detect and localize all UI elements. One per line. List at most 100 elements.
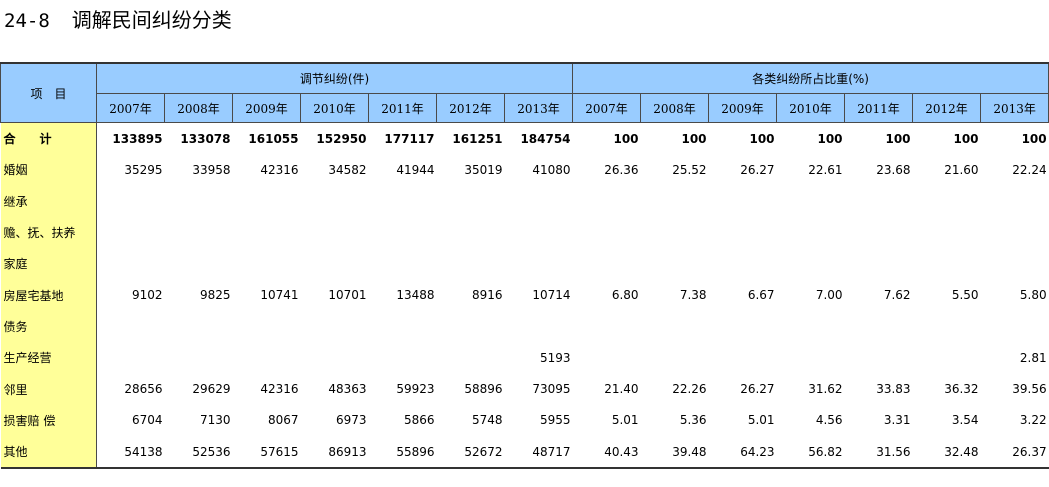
ratio-cell: 7.38 [679,288,707,303]
count-cell [97,248,165,279]
count-cell: 177117 [384,131,435,146]
count-cell: 9825 [199,288,231,303]
ratio-cell: 21.60 [944,162,979,177]
ratio-cell: 26.37 [980,435,1049,470]
count-cell: 5748 [471,413,503,428]
count-cell [369,311,437,342]
ratio-cell: 56.82 [776,435,845,470]
ratio-cell [641,248,709,279]
row-label: 合 计 [0,122,97,155]
ratio-cell: 100 [817,131,843,146]
table-row: 合 计 133895 133078 161055 152950 177117 161251 1… [0,122,1049,155]
count-cell [233,311,301,342]
ratio-cell: 3.22 [1019,413,1047,428]
count-cell: 35019 [464,162,503,177]
count-cell [301,248,369,279]
ratio-cell: 32.48 [912,435,981,470]
count-cell: 10701 [328,288,367,303]
count-cell: 58896 [464,382,503,397]
count-cell: 13488 [396,288,435,303]
dispute-table: 项 目 调节纠纷(件) 各类纠纷所占比重(%) 2007年 2008年 2009年 2… [0,62,1049,470]
item-header: 项 目 [0,62,97,123]
count-cell: 10714 [532,288,571,303]
ratio-cell [913,217,981,248]
ratio-cell: 5.50 [951,288,979,303]
ratio-cell [913,186,981,217]
count-cell [301,217,369,248]
count-cell [437,248,505,279]
ratio-cell: 6.67 [747,288,775,303]
ratio-cell [845,248,913,279]
ratio-cell: 5.80 [1019,288,1047,303]
ratio-cell [641,186,709,217]
table-row: 家庭 [0,248,1049,280]
table-row: 婚姻 35295 33958 42316 34582 41944 35019 41080 26.… [0,154,1049,186]
ratio-cell: 33.83 [876,382,911,397]
year-header-count: 2009年 [232,93,301,123]
ratio-cell [641,342,709,373]
ratio-cell: 31.56 [844,435,913,470]
table-row: 生产经营 5193 2.81 [0,342,1049,374]
ratio-cell: 26.27 [740,382,775,397]
count-cell: 29629 [192,382,231,397]
ratio-cell: 31.62 [808,382,843,397]
ratio-cell [913,342,981,373]
count-cell: 9102 [131,288,163,303]
count-cell [233,186,301,217]
group-header-ratio: 各类纠纷所占比重(%) [572,62,1049,94]
table-row: 赡、抚、扶养 [0,216,1049,249]
ratio-cell [709,311,777,342]
ratio-cell [709,217,777,248]
ratio-cell: 26.27 [740,162,775,177]
ratio-cell: 100 [681,131,707,146]
table-number: 24-8 [4,10,50,32]
year-header-ratio: 2010年 [776,93,846,123]
count-cell: 133895 [112,131,163,146]
year-header-count: 2007年 [96,93,165,123]
count-cell: 5193 [540,350,571,365]
year-header-count: 2010年 [300,93,369,123]
count-cell: 161055 [248,131,299,146]
count-cell: 8067 [267,413,299,428]
count-cell: 42316 [260,162,299,177]
ratio-cell [981,311,1049,342]
row-label: 损害赔 偿 [0,404,97,436]
count-cell [505,186,573,217]
ratio-cell [709,342,777,373]
ratio-cell [573,248,641,279]
count-cell: 8916 [471,288,503,303]
ratio-cell [913,248,981,279]
ratio-cell: 5.36 [679,413,707,428]
count-cell [369,186,437,217]
table-row: 继承 [0,185,1049,217]
ratio-cell: 21.40 [604,382,639,397]
ratio-cell [573,186,641,217]
count-cell: 5955 [540,413,571,428]
ratio-cell: 2.81 [1019,350,1047,365]
ratio-cell: 25.52 [672,162,707,177]
count-cell [301,311,369,342]
count-cell: 35295 [124,162,163,177]
page-title: 24-8 调解民间纠纷分类 [4,4,232,36]
count-cell: 54138 [96,435,165,470]
count-cell [437,311,505,342]
count-cell [165,311,233,342]
row-label: 其他 [0,435,97,470]
count-cell: 184754 [520,131,571,146]
year-header-count: 2013年 [503,93,574,123]
count-cell: 59923 [396,382,435,397]
count-cell: 42316 [260,382,299,397]
ratio-cell: 22.61 [808,162,843,177]
count-cell [369,248,437,279]
count-cell [165,186,233,217]
row-label: 房屋宅基地 [0,279,97,311]
count-cell: 52536 [164,435,233,470]
count-cell: 48717 [504,435,573,470]
count-cell: 161251 [452,131,503,146]
count-cell [437,342,505,373]
ratio-cell [981,217,1049,248]
row-label: 赡、抚、扶养 [0,216,97,249]
year-header-count: 2008年 [164,93,233,123]
ratio-cell: 5.01 [611,413,639,428]
ratio-cell: 64.23 [708,435,777,470]
